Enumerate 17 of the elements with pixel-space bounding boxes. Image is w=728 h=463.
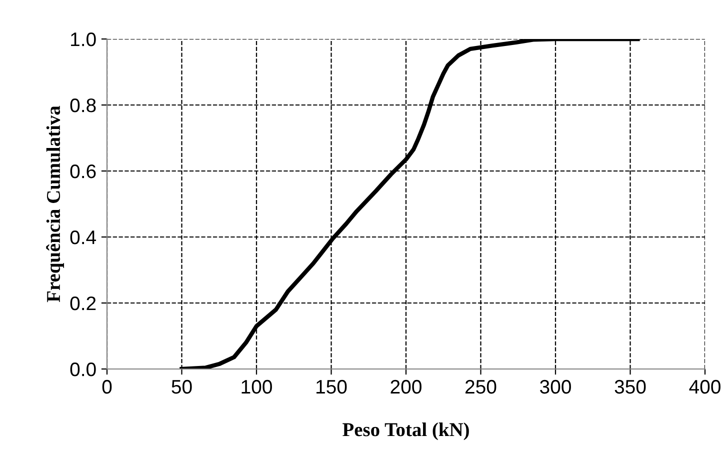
- x-axis-title: Peso Total (kN): [342, 422, 469, 440]
- y-tick-label: 0.2: [70, 296, 96, 310]
- y-axis-title: Frequência Cumulativa: [46, 106, 64, 302]
- y-tick-label: 0.4: [70, 230, 96, 244]
- x-tick-label: 100: [242, 380, 272, 394]
- x-tick-label: 300: [540, 380, 571, 394]
- x-tick-label: 50: [172, 380, 192, 394]
- x-tick-label: 350: [614, 380, 646, 394]
- x-tick-label: 400: [689, 380, 720, 394]
- y-tick-label: 0.8: [70, 98, 96, 112]
- x-tick-label: 200: [390, 380, 422, 394]
- y-tick-label: 0.6: [70, 164, 96, 178]
- x-tick-label: 0: [102, 380, 112, 394]
- y-tick-label: 0.0: [70, 362, 96, 376]
- x-tick-label: 250: [466, 380, 496, 394]
- x-tick-label: 150: [316, 380, 347, 394]
- y-tick-label: 1.0: [71, 32, 96, 46]
